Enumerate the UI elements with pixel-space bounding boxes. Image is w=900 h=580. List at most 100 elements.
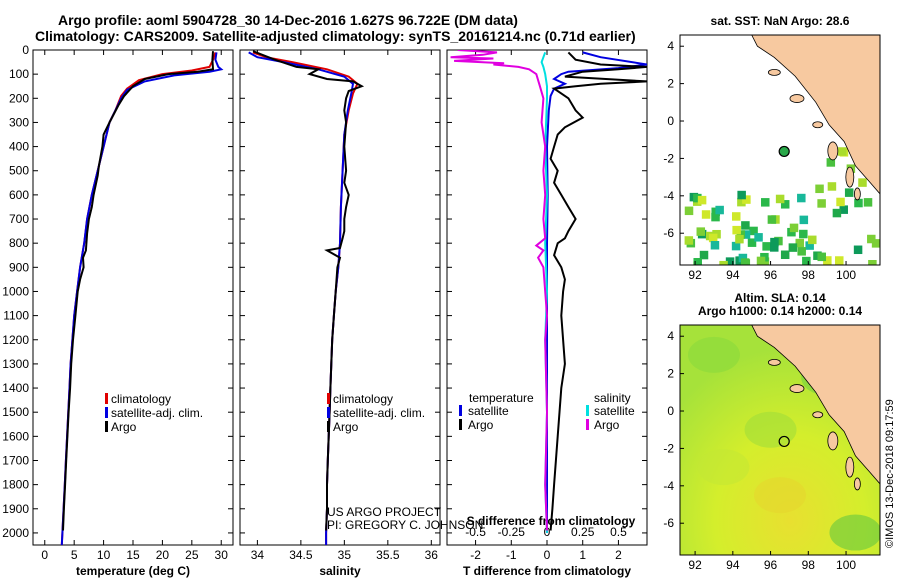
plot-title-line1: Argo profile: aoml 5904728_30 14-Dec-201… [58,12,518,28]
x-tick-label: 0 [41,548,48,562]
temperature-profile-series [60,51,224,545]
x-tick-label: 100 [836,558,856,572]
series-line-s-argo [450,50,549,531]
y-tick-label: 0 [22,43,29,57]
y-tick-label: 1600 [2,429,29,443]
plot-title-line2: Climatology: CARS2009. Satellite-adjuste… [35,28,636,44]
sst-cell [738,253,748,263]
legend-label: satellite-adj. clim. [333,406,425,420]
map-title: sat. SST: NaN Argo: 28.6 [711,14,850,28]
sst-cell [815,184,824,194]
y-tick-label: 700 [9,212,29,226]
y-tick-label: 1100 [3,309,29,323]
series-line-t-argo [549,51,647,531]
y-tick-label: 600 [9,188,29,202]
x-tick-label: 98 [802,558,816,572]
island [812,121,824,129]
sst-cell [780,250,790,260]
x-tick-label: 100 [836,268,856,282]
legend-swatch [586,405,589,416]
sst-cell [697,195,707,205]
legend-title-salinity: salinity [594,391,631,405]
y-tick-label: 100 [9,67,29,81]
credit-pi: PI: GREGORY C. JOHNSON [327,518,483,532]
legend-label: satellite [594,404,635,418]
sst-cell [868,259,877,265]
x-tick-label: 34.5 [289,548,313,562]
x-tick-label: 94 [726,268,740,282]
sla-blob [687,336,740,373]
s-tick-label: 0.5 [610,525,627,539]
sst-cell [827,182,837,191]
sst-cell [693,193,702,203]
sst-cell [699,250,709,260]
sst-cell [788,243,798,252]
sst-cell [719,260,728,265]
sst-cell [737,190,746,200]
sst-cell [736,230,746,239]
legend-swatch [586,419,589,430]
sst-cell [741,230,751,239]
y-tick-label: 200 [9,91,29,105]
difference-profile-series [450,50,647,533]
sst-cell [761,198,770,207]
salinity-profile-panel: 34 34.5 35 35.5 36 salinity [239,49,441,578]
sst-cell [871,239,880,248]
sst-cell [799,215,809,225]
sla-map-frame [679,324,881,556]
sst-cell [808,235,817,245]
island [812,411,824,419]
sst-cell [754,233,763,242]
y-tick-label: 2000 [2,526,29,540]
sst-cell [813,251,822,260]
island [853,187,861,201]
x-tick-label: 98 [802,268,816,282]
legend-swatch [105,393,108,404]
s-tick-label: -0.5 [465,525,486,539]
sst-cell [725,257,735,265]
y-tick-label: 900 [9,260,29,274]
difference-profile-panel: -2 -1 0 1 2-0.5 -0.25 0 0.25 0.5S difference fro… [446,49,648,578]
y-tick-label: 1500 [2,405,29,419]
sla-blob [829,514,880,551]
sst-cell [767,215,777,224]
sst-cell [732,212,741,221]
legend-label: Argo [333,420,359,434]
x-tick-label: 35 [338,548,352,562]
sst-cell [701,210,711,219]
legend-swatch [327,407,330,418]
legend-label: Argo [468,418,494,432]
sst-cell [735,234,744,244]
y-tick-label: -4 [663,479,674,493]
x-tick-label: 30 [215,548,229,562]
sst-cell [749,226,758,236]
sst-cell [854,198,863,208]
x-tick-label: 34 [251,548,265,562]
difference-legend: temperature salinitysatelliteArgosatellit… [459,391,635,432]
sst-cell [817,199,826,208]
sst-cell [770,243,779,252]
y-tick-label: 1000 [2,284,29,298]
argo-location-marker [778,435,790,448]
legend-label: satellite [468,404,509,418]
sst-cell [732,225,741,235]
y-tick-label: 1700 [2,453,29,467]
x-tick-label: 20 [156,548,170,562]
temperature-profile-panel: 0100200300400500600700800900100011001200… [2,43,234,578]
sst-cell [775,194,785,204]
x-tick-label: 10 [97,548,111,562]
sst-cell [770,237,779,247]
sst-cell [817,252,826,262]
y-tick-label: -4 [663,189,674,203]
y-tick-label: -6 [663,226,674,240]
y-tick-label: 1400 [2,381,29,395]
legend-title-temperature: temperature [469,391,534,405]
sst-cell [823,256,832,265]
x-axis-label: salinity [319,564,361,578]
series-line-argo [252,50,365,531]
x-tick-label: 5 [71,548,78,562]
salinity-profile-frame [239,49,441,546]
x-axis-label: temperature (deg C) [76,564,190,578]
y-tick-label: 1200 [2,333,29,347]
